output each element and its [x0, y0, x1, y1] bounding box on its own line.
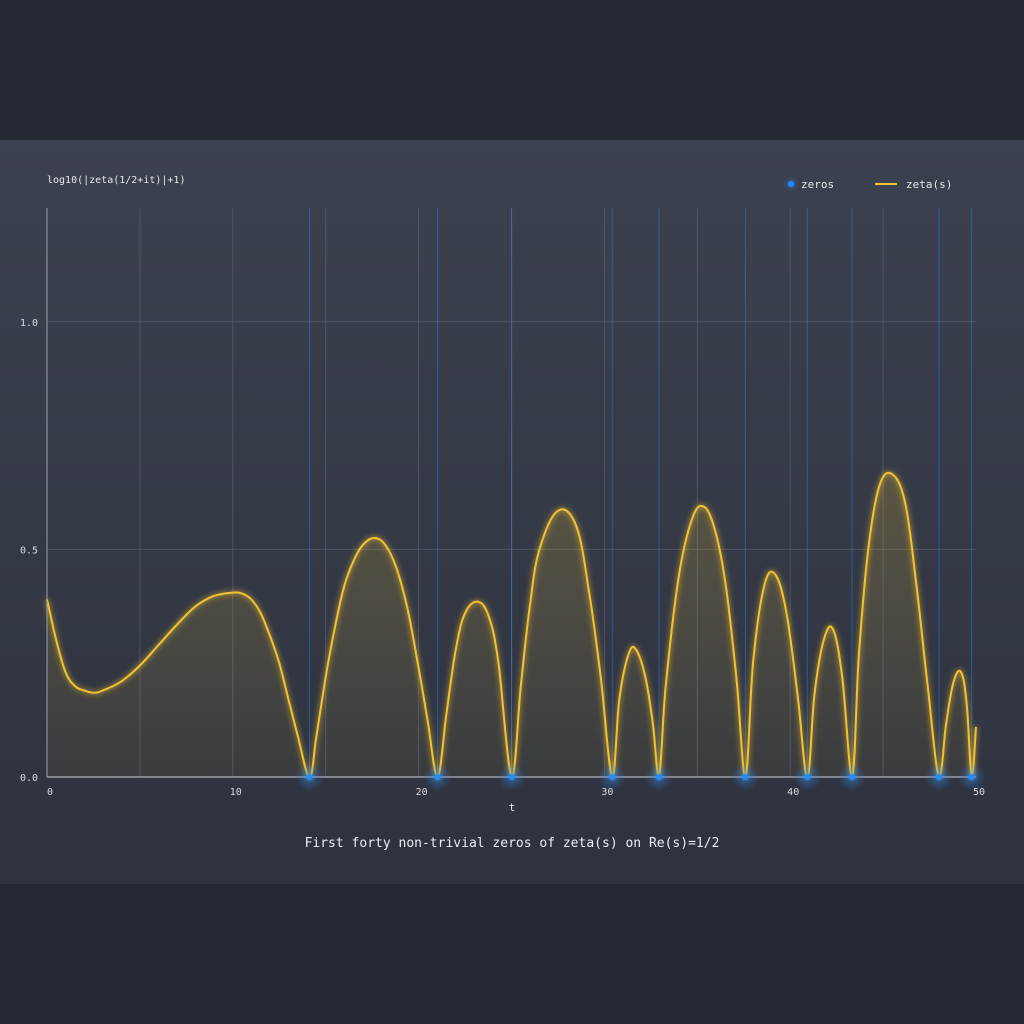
zero-point: [849, 774, 856, 780]
x-tick-label: 50: [973, 787, 985, 798]
zero-point: [508, 774, 515, 780]
zero-point: [656, 774, 663, 780]
x-tick-label: 20: [416, 787, 428, 798]
zero-point: [804, 774, 811, 780]
zero-markers: [295, 763, 986, 791]
zero-point: [434, 774, 441, 780]
legend-zeros-marker: [788, 181, 794, 187]
zero-point: [742, 774, 749, 780]
legend-zeta-label: zeta(s): [906, 178, 952, 191]
chart-title: First forty non-trivial zeros of zeta(s)…: [305, 836, 720, 851]
zero-point: [306, 774, 313, 780]
tick-labels: 0 10 20 30 40 50 0.0 0.5 1.0: [20, 318, 985, 798]
curve-area: [47, 472, 976, 777]
x-tick-label: 0: [47, 787, 53, 798]
legend-zeros-label: zeros: [801, 178, 834, 191]
y-tick-label: 0.5: [20, 545, 38, 556]
x-tick-label: 30: [601, 787, 613, 798]
y-axis-label: log10(|zeta(1/2+it)|+1): [47, 175, 185, 186]
zeta-chart: 0 10 20 30 40 50 0.0 0.5 1.0 log10(|zeta(1/2+it)…: [20, 175, 986, 851]
zero-lines: [309, 208, 973, 777]
x-axis-label: t: [509, 801, 516, 814]
zero-point: [936, 774, 943, 780]
y-tick-label: 1.0: [20, 318, 38, 329]
chart-panel: 0 10 20 30 40 50 0.0 0.5 1.0 log10(|zeta(1/2+it)…: [0, 140, 1024, 884]
x-tick-label: 40: [787, 787, 799, 798]
zero-point: [968, 774, 975, 780]
y-tick-label: 0.0: [20, 773, 38, 784]
legend: zeros zeta(s): [784, 177, 952, 191]
x-tick-label: 10: [230, 787, 242, 798]
zero-point: [609, 774, 616, 780]
